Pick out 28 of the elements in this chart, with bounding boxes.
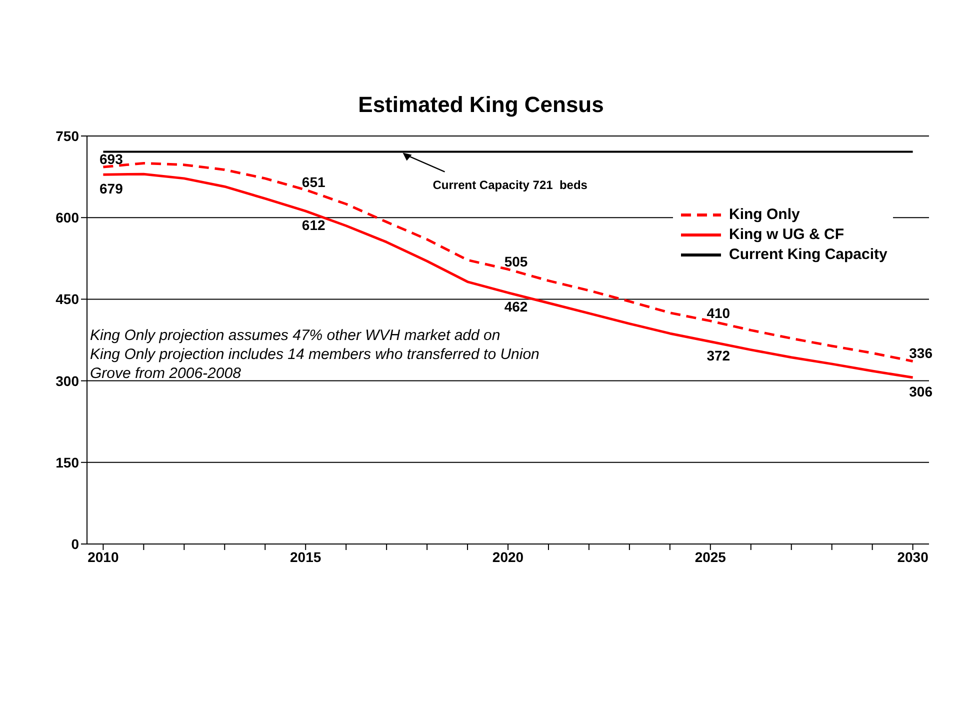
- legend-label: King w UG & CF: [729, 225, 844, 245]
- chart-title: Estimated King Census: [357, 92, 605, 118]
- data-label: 505: [504, 253, 528, 270]
- data-label: 612: [302, 217, 326, 234]
- x-tick-label: 2010: [88, 548, 119, 565]
- y-tick-label: 150: [56, 454, 80, 470]
- x-tick-label: 2030: [897, 548, 929, 565]
- annotation: Current Capacity 721 beds: [432, 178, 588, 192]
- y-tick-label: 600: [56, 210, 80, 226]
- data-label: 462: [504, 298, 528, 315]
- legend-label: King Only: [729, 205, 800, 225]
- data-label: 651: [302, 174, 326, 190]
- data-label: 372: [706, 348, 730, 364]
- data-label: 679: [100, 180, 124, 197]
- y-tick-label: 750: [56, 128, 80, 144]
- y-tick-label: 300: [56, 372, 80, 389]
- data-label: 306: [909, 384, 933, 400]
- data-label: 693: [100, 151, 124, 168]
- annotation: King Only projection includes 14 members who transferred to Union Grove from 2006-2008: [90, 345, 540, 383]
- annotation: King Only projection assumes 47% other WVH market add on: [90, 326, 502, 345]
- legend-label: Current King Capacity: [729, 245, 888, 265]
- data-label: 336: [909, 345, 933, 362]
- x-tick-label: 2015: [290, 548, 322, 565]
- data-label: 410: [706, 304, 730, 321]
- y-tick-label: 450: [56, 291, 80, 308]
- y-tick-label: 0: [71, 536, 80, 552]
- x-tick-label: 2025: [694, 548, 726, 565]
- x-tick-label: 2020: [492, 548, 524, 565]
